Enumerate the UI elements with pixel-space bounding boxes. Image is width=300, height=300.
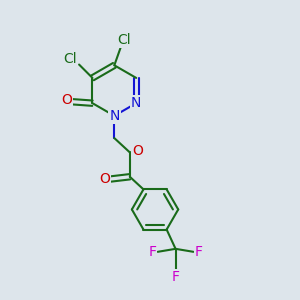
Text: O: O — [61, 93, 72, 107]
Text: N: N — [109, 109, 119, 123]
Text: F: F — [195, 245, 203, 259]
Text: F: F — [148, 245, 156, 259]
Text: F: F — [172, 270, 180, 284]
Text: O: O — [99, 172, 110, 186]
Text: N: N — [131, 96, 141, 110]
Text: O: O — [132, 144, 143, 158]
Text: Cl: Cl — [63, 52, 77, 66]
Text: Cl: Cl — [117, 33, 131, 47]
